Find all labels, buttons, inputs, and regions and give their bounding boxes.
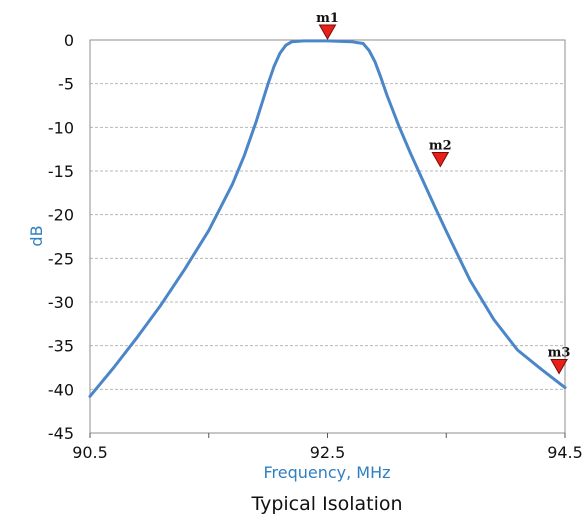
marker-m3-label: m3: [548, 345, 571, 360]
y-tick-label: -25: [48, 249, 74, 268]
marker-m3-triangle: [550, 358, 568, 375]
y-tick-label: 0: [64, 31, 74, 50]
series-group: [88, 39, 567, 398]
markers-group: m1 m2 m3: [316, 11, 571, 375]
y-tick-label: -15: [48, 162, 74, 181]
x-axis-ticks: 90.5 92.5 94.5: [72, 433, 583, 462]
x-tick-label: 90.5: [72, 443, 108, 462]
y-axis-ticks: 0 -5 -10 -15 -20 -25 -30 -35 -40 -45: [48, 31, 74, 443]
grid-lines: [90, 83, 565, 390]
y-tick-label: -10: [48, 118, 74, 137]
x-axis-title: Frequency, MHz: [263, 463, 390, 482]
y-tick-label: -35: [48, 337, 74, 356]
y-tick-label: -5: [58, 75, 74, 94]
x-tick-label: 92.5: [310, 443, 346, 462]
chart-caption: Typical Isolation: [250, 493, 402, 515]
marker-m2-triangle: [431, 152, 450, 168]
series-line: [88, 39, 567, 398]
y-axis-title: dB: [27, 225, 46, 246]
marker-m2-label: m2: [429, 139, 452, 154]
y-tick-label: -30: [48, 293, 74, 312]
y-tick-label: -20: [48, 206, 74, 225]
marker-m1-label: m1: [316, 11, 339, 26]
y-tick-label: -40: [48, 380, 74, 399]
y-tick-label: -45: [48, 424, 74, 443]
x-tick-label: 94.5: [547, 443, 583, 462]
marker-m1-triangle: [318, 24, 337, 41]
